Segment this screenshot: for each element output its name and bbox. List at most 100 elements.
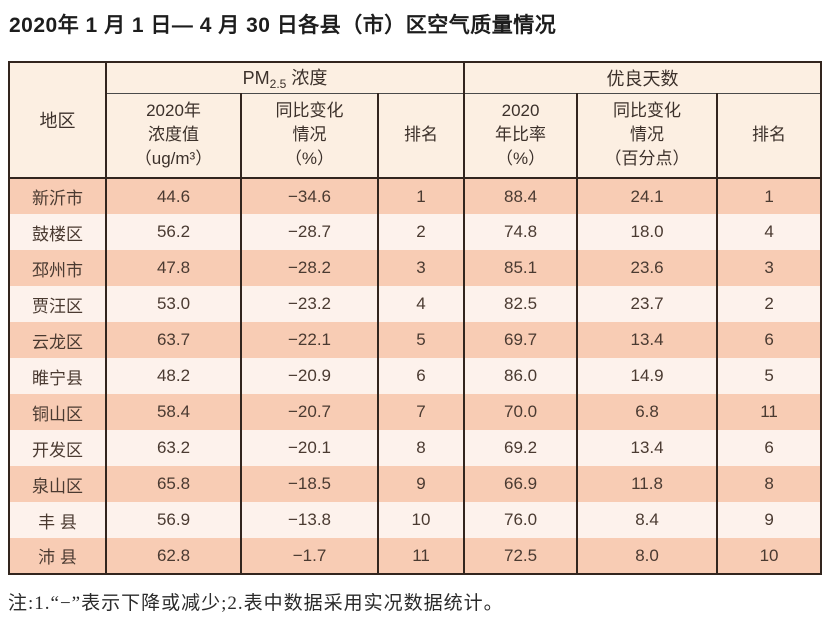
- column-group-pm25: PM2.5 浓度: [104, 62, 466, 94]
- good-change-cell: 8.0: [576, 538, 719, 574]
- table-row: 鼓楼区 56.2 −28.7 2 74.8 18.0 4: [8, 214, 823, 250]
- column-header-region: 地区: [8, 62, 107, 179]
- pm-change-cell: −1.7: [240, 538, 379, 574]
- pm-change-cell: −20.9: [240, 358, 379, 394]
- good-change-cell: 6.8: [576, 394, 719, 430]
- pm-change-cell: −34.6: [240, 178, 379, 214]
- good-ratio-cell: 85.1: [463, 250, 579, 286]
- good-rank-cell: 5: [716, 358, 823, 394]
- pm-value-cell: 44.6: [105, 178, 242, 214]
- pm-change-cell: −18.5: [240, 466, 379, 502]
- pm25-label-suffix: 浓度: [286, 68, 328, 89]
- good-ratio-cell: 86.0: [463, 358, 579, 394]
- pm-change-cell: −23.2: [240, 286, 379, 322]
- good-change-cell: 8.4: [576, 502, 719, 538]
- pm-value-cell: 48.2: [105, 358, 242, 394]
- pm25-label-prefix: PM: [242, 68, 270, 89]
- column-header-pm-change: 同比变化 情况 （%）: [240, 93, 379, 179]
- pm-value-cell: 47.8: [105, 250, 242, 286]
- region-cell: 开发区: [8, 430, 107, 466]
- pm-change-cell: −28.7: [240, 214, 379, 250]
- good-ratio-cell: 74.8: [463, 214, 579, 250]
- pm-change-cell: −13.8: [240, 502, 379, 538]
- pm-value-cell: 58.4: [105, 394, 242, 430]
- table-row: 泉山区 65.8 −18.5 9 66.9 11.8 8: [8, 466, 823, 502]
- good-ratio-cell: 70.0: [463, 394, 579, 430]
- table-row: 丰 县 56.9 −13.8 10 76.0 8.4 9: [8, 502, 823, 538]
- good-ratio-cell: 69.7: [463, 322, 579, 358]
- table-row: 贾汪区 53.0 −23.2 4 82.5 23.7 2: [8, 286, 823, 322]
- good-change-cell: 13.4: [576, 430, 719, 466]
- table-row: 新沂市 44.6 −34.6 1 88.4 24.1 1: [8, 178, 823, 214]
- pm-rank-cell: 10: [376, 502, 466, 538]
- pm-rank-cell: 9: [376, 466, 466, 502]
- good-rank-cell: 4: [716, 214, 823, 250]
- air-quality-table: 地区 PM2.5 浓度 优良天数 2020年 浓度值 （ug/m³） 同比变化 …: [8, 61, 823, 575]
- column-header-pm-rank: 排名: [376, 93, 466, 179]
- pm-value-cell: 63.2: [105, 430, 242, 466]
- good-change-cell: 11.8: [576, 466, 719, 502]
- pm-value-cell: 56.9: [105, 502, 242, 538]
- region-cell: 沛 县: [8, 538, 107, 574]
- region-cell: 新沂市: [8, 178, 107, 214]
- table-row: 云龙区 63.7 −22.1 5 69.7 13.4 6: [8, 322, 823, 358]
- table-body: 新沂市 44.6 −34.6 1 88.4 24.1 1 鼓楼区 56.2 −28.7 2 74.8 1…: [8, 178, 823, 574]
- table-row: 铜山区 58.4 −20.7 7 70.0 6.8 11: [8, 394, 823, 430]
- table-row: 邳州市 47.8 −28.2 3 85.1 23.6 3: [8, 250, 823, 286]
- good-rank-cell: 6: [716, 322, 823, 358]
- region-cell: 鼓楼区: [8, 214, 107, 250]
- good-rank-cell: 3: [716, 250, 823, 286]
- good-rank-cell: 2: [716, 286, 823, 322]
- header-group-row: 地区 PM2.5 浓度 优良天数: [8, 62, 823, 179]
- good-ratio-cell: 72.5: [463, 538, 579, 574]
- pm-rank-cell: 11: [376, 538, 466, 574]
- pm-rank-cell: 8: [376, 430, 466, 466]
- pm-change-cell: −20.1: [240, 430, 379, 466]
- footer-note: 注:1.“−”表示下降或减少;2.表中数据采用实况数据统计。: [8, 593, 504, 614]
- good-rank-cell: 10: [716, 538, 823, 574]
- pm-rank-cell: 4: [376, 286, 466, 322]
- good-rank-cell: 9: [716, 502, 823, 538]
- pm-value-cell: 65.8: [105, 466, 242, 502]
- table-row: 开发区 63.2 −20.1 8 69.2 13.4 6: [8, 430, 823, 466]
- good-change-cell: 23.7: [576, 286, 719, 322]
- good-rank-cell: 1: [716, 178, 823, 214]
- column-header-pm-value: 2020年 浓度值 （ug/m³）: [105, 93, 242, 179]
- good-ratio-cell: 66.9: [463, 466, 579, 502]
- pm25-label-subscript: 2.5: [269, 77, 287, 92]
- good-change-cell: 13.4: [576, 322, 719, 358]
- good-ratio-cell: 88.4: [463, 178, 579, 214]
- table-row: 睢宁县 48.2 −20.9 6 86.0 14.9 5: [8, 358, 823, 394]
- good-rank-cell: 6: [716, 430, 823, 466]
- column-header-good-change: 同比变化 情况 （百分点）: [576, 93, 719, 179]
- good-rank-cell: 11: [716, 394, 823, 430]
- pm-rank-cell: 2: [376, 214, 466, 250]
- column-header-good-ratio: 2020 年比率 （%）: [463, 93, 579, 179]
- pm-rank-cell: 3: [376, 250, 466, 286]
- region-cell: 贾汪区: [8, 286, 107, 322]
- pm-change-cell: −20.7: [240, 394, 379, 430]
- pm-value-cell: 56.2: [105, 214, 242, 250]
- good-change-cell: 18.0: [576, 214, 719, 250]
- pm-value-cell: 63.7: [105, 322, 242, 358]
- region-cell: 云龙区: [8, 322, 107, 358]
- region-cell: 丰 县: [8, 502, 107, 538]
- table-header: 地区 PM2.5 浓度 优良天数 2020年 浓度值 （ug/m³） 同比变化 …: [8, 62, 823, 179]
- pm-change-cell: −28.2: [240, 250, 379, 286]
- region-cell: 泉山区: [8, 466, 107, 502]
- column-group-good-days: 优良天数: [463, 62, 823, 94]
- page-title: 2020年 1 月 1 日— 4 月 30 日各县（市）区空气质量情况: [9, 14, 557, 37]
- pm-rank-cell: 6: [376, 358, 466, 394]
- good-ratio-cell: 76.0: [463, 502, 579, 538]
- header-sub-row: 2020年 浓度值 （ug/m³） 同比变化 情况 （%） 排名 2020 年比…: [9, 93, 823, 179]
- pm-value-cell: 62.8: [105, 538, 242, 574]
- table-row: 沛 县 62.8 −1.7 11 72.5 8.0 10: [8, 538, 823, 574]
- good-ratio-cell: 82.5: [463, 286, 579, 322]
- region-cell: 铜山区: [8, 394, 107, 430]
- pm-rank-cell: 7: [376, 394, 466, 430]
- pm-rank-cell: 5: [376, 322, 466, 358]
- good-ratio-cell: 69.2: [463, 430, 579, 466]
- good-change-cell: 14.9: [576, 358, 719, 394]
- column-header-good-rank: 排名: [716, 93, 823, 179]
- good-rank-cell: 8: [716, 466, 823, 502]
